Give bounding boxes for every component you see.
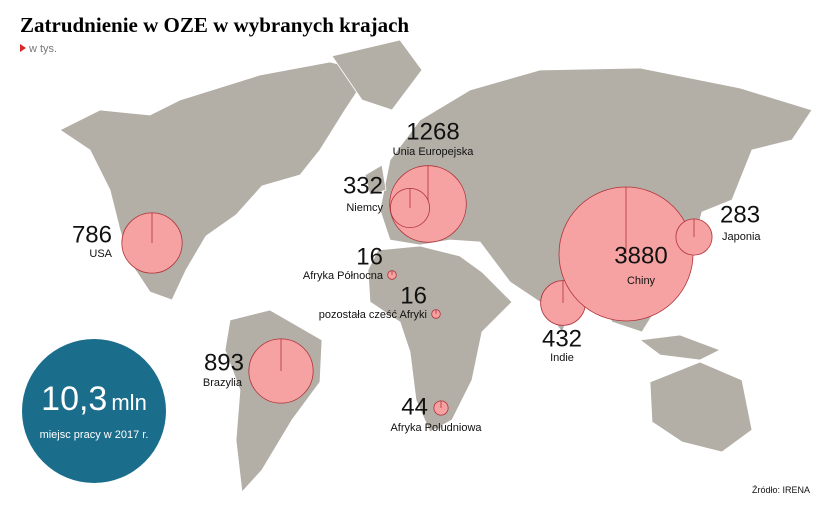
region-name: Afryka Północna (303, 270, 384, 282)
land (649, 361, 753, 453)
source: Źródło: IRENA (752, 485, 810, 495)
land (364, 164, 387, 196)
region-name: Unia Europejska (393, 146, 475, 158)
total-value: 10,3 mln (41, 380, 147, 418)
region-name: Afryka Południowa (390, 422, 482, 434)
total-number: 10,3 (41, 380, 107, 418)
region-value: 16 (356, 243, 383, 270)
region-value: 432 (542, 325, 582, 352)
region-value: 893 (204, 349, 244, 376)
region-name: Chiny (627, 275, 656, 287)
land (367, 245, 513, 433)
land (331, 39, 423, 111)
region-value: 1268 (406, 118, 459, 145)
region-name: Brazylia (203, 377, 243, 389)
region-value: 332 (343, 172, 383, 199)
region-value: 16 (400, 282, 427, 309)
subtitle: w tys. (28, 43, 57, 55)
region-value: 786 (72, 221, 112, 248)
region-name: Niemcy (346, 202, 383, 214)
region-name: pozostała cześć Afryki (319, 309, 427, 321)
land (59, 61, 371, 301)
land (638, 334, 721, 361)
region-value: 283 (720, 201, 760, 228)
region-name: USA (89, 248, 112, 260)
region-value: 44 (401, 393, 428, 420)
region-name: Indie (550, 352, 574, 364)
total-unit: mln (111, 390, 146, 415)
region-value: 3880 (614, 242, 667, 269)
region-name: Japonia (722, 231, 761, 243)
title: Zatrudnienie w OZE w wybranych krajach (20, 13, 409, 37)
total-badge (22, 339, 166, 483)
bullet (20, 44, 26, 52)
total-caption: miejsc pracy w 2017 r. (40, 429, 149, 441)
